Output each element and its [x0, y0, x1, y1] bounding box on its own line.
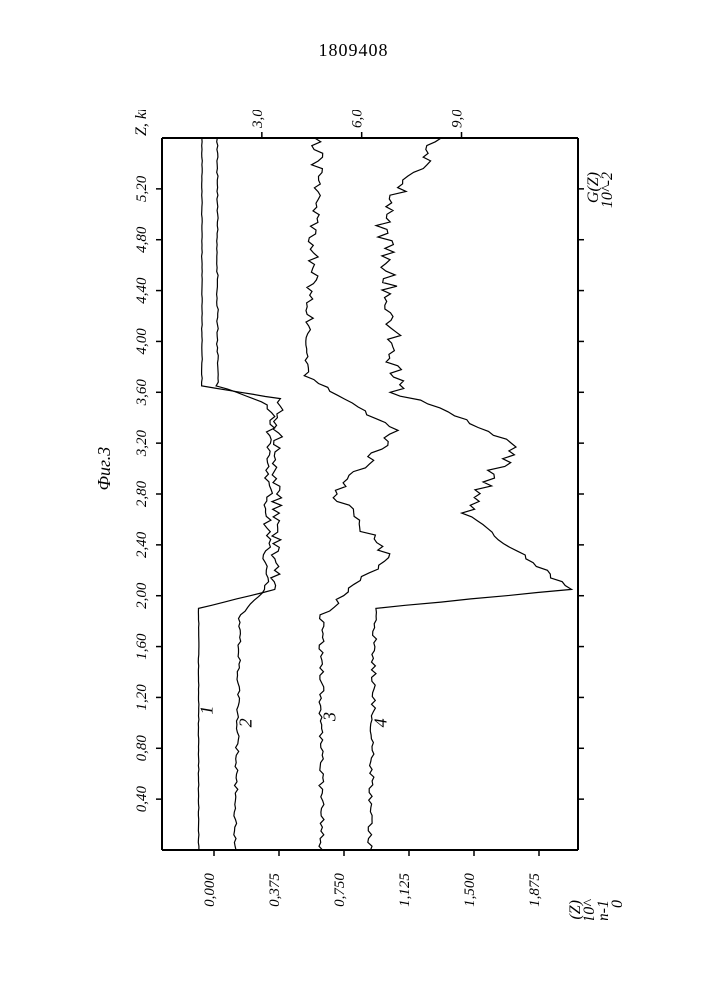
- bz-tick-label: 0,000: [202, 873, 218, 907]
- gz-axis-title-line: 10^-2: [599, 172, 616, 208]
- z-tick-label: 2,00: [134, 582, 150, 609]
- series-label-4: 4: [371, 718, 391, 727]
- z-tick-label: 3,20: [134, 430, 150, 458]
- z-tick-label: 1,20: [134, 684, 150, 711]
- z-axis-label: Z, km: [133, 110, 150, 136]
- gz-tick-label: 3,000: [250, 110, 266, 129]
- series-4: [368, 138, 572, 850]
- series-label-3: 3: [319, 712, 339, 722]
- series-3: [304, 138, 398, 850]
- z-tick-label: 0,40: [134, 786, 150, 813]
- series-label-1: 1: [197, 706, 217, 715]
- z-tick-label: 5,20: [134, 175, 150, 202]
- bz-tick-label: 1,875: [527, 873, 543, 907]
- z-tick-label: 4,00: [134, 328, 150, 355]
- series-label-2: 2: [236, 718, 256, 727]
- bz-tick-label: 1,125: [397, 873, 413, 907]
- figure-3-chart: 0,40 0,80 1,20 1,60 2,00 2,40 2,80 3,20 3,60 4,00…: [80, 110, 640, 920]
- bz-axis-title-line: 0: [609, 900, 626, 908]
- bz-tick-label: 1,500: [462, 873, 478, 907]
- z-tick-label: 2,40: [134, 531, 150, 558]
- z-tick-label: 2,80: [134, 480, 150, 507]
- z-tick-label: 4,40: [134, 277, 150, 304]
- gz-tick-label: 6,000: [350, 110, 366, 128]
- document-number: 1809408: [0, 40, 707, 61]
- bz-tick-label: 0,375: [267, 873, 283, 907]
- gz-tick-label: 9,000: [450, 110, 466, 128]
- bz-tick-label: 0,750: [332, 873, 348, 907]
- series-1: [198, 138, 283, 850]
- figure-caption: Фиг.3: [94, 447, 114, 491]
- z-tick-label: 4,80: [134, 226, 150, 253]
- series-2: [216, 138, 275, 850]
- z-tick-label: 1,60: [134, 633, 150, 660]
- z-tick-label: 3,60: [134, 379, 150, 407]
- z-tick-label: 0,80: [134, 735, 150, 762]
